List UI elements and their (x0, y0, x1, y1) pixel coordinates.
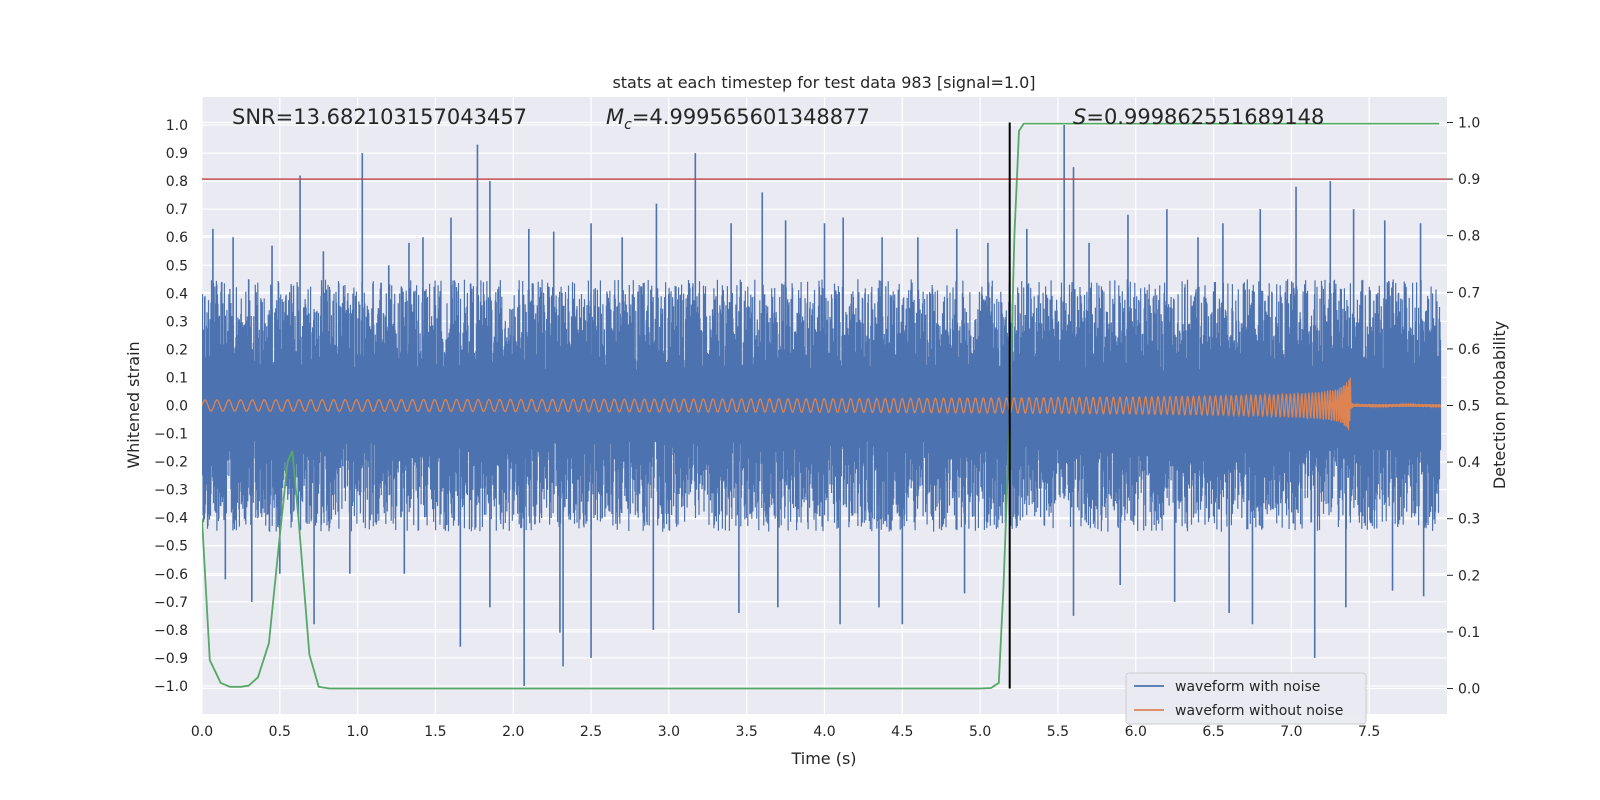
clean-waveform-line (202, 377, 1442, 431)
y-tick-label-left: 0.8 (166, 174, 188, 190)
y-tick-label-left: 0.2 (166, 342, 188, 358)
y-tick-label-left: 0.0 (166, 399, 188, 415)
x-tick-label: 7.5 (1358, 724, 1380, 740)
y-tick-label-left: 0.9 (166, 146, 188, 162)
detection-probability-line (202, 122, 1440, 690)
legend: waveform with noise waveform without noi… (1125, 672, 1367, 725)
chirp-mass-annotation: Mc=4.999565601348877 (606, 105, 870, 133)
x-tick-label: 3.5 (736, 724, 758, 740)
y-tick-label-left: 1.0 (166, 118, 188, 134)
y-tick-label-right: 1.0 (1458, 115, 1480, 131)
score-annotation: S=0.999862551689148 (1073, 105, 1324, 129)
y-tick-label-right: 0.4 (1458, 455, 1480, 471)
y-axis-left-ticks: 1.0 0.9 0.8 0.7 0.6 0.5 0.4 0.3 0.2 0.1 0.0 −0.1 −0.… (154, 118, 188, 695)
y-tick-label-left: 0.4 (166, 286, 188, 302)
x-axis-ticks: 0.0 0.5 1.0 1.5 2.0 2.5 3.0 3.5 4.0 4.5 5.0 5.5 6.0 6… (191, 724, 1380, 740)
y-tick-label-right: 0.3 (1458, 512, 1480, 528)
y-tick-label-right: 0.9 (1458, 172, 1480, 188)
x-tick-label: 4.5 (891, 724, 913, 740)
chirp-mass-symbol: M (606, 105, 624, 129)
y-axis-right-ticks: 1.0 0.9 0.8 0.7 0.6 0.5 0.4 0.3 0.2 0.1 0.0 (1447, 115, 1480, 698)
x-tick-label: 0.5 (269, 724, 291, 740)
score-value: =0.999862551689148 (1086, 105, 1324, 129)
legend-label-waveform-with-noise: waveform with noise (1175, 679, 1320, 695)
x-tick-label: 6.5 (1202, 724, 1224, 740)
plot-area (202, 122, 1447, 690)
y-tick-label-left: −0.1 (154, 427, 188, 443)
y-tick-label-left: 0.1 (166, 370, 188, 386)
y-tick-label-left: 0.5 (166, 258, 188, 274)
reference-lines (202, 122, 1447, 689)
series-detection-probability (202, 122, 1440, 690)
y-tick-label-right: 0.6 (1458, 342, 1480, 358)
x-tick-label: 7.0 (1280, 724, 1302, 740)
y-tick-label-left: 0.7 (166, 202, 188, 218)
y-tick-label-right: 0.1 (1458, 625, 1480, 641)
score-symbol: S (1073, 105, 1086, 129)
x-axis-label: Time (s) (790, 749, 856, 768)
y-axis-right-label: Detection probability (1490, 321, 1509, 489)
y-tick-label-left: −0.2 (154, 455, 188, 471)
chart-title: stats at each timestep for test data 983… (612, 73, 1035, 92)
chirp-mass-value: =4.999565601348877 (632, 105, 870, 129)
y-tick-label-left: −0.5 (154, 539, 188, 555)
x-tick-label: 2.0 (502, 724, 524, 740)
legend-label-waveform-without-noise: waveform without noise (1175, 703, 1343, 719)
x-tick-label: 5.0 (969, 724, 991, 740)
snr-annotation: SNR=13.682103157043457 (232, 105, 527, 129)
y-tick-label-left: −0.3 (154, 483, 188, 499)
y-tick-label-left: 0.6 (166, 230, 188, 246)
x-tick-label: 3.0 (658, 724, 680, 740)
y-tick-label-right: 0.2 (1458, 568, 1480, 584)
chirp-mass-subscript: c (624, 117, 632, 133)
y-tick-label-right: 0.5 (1458, 399, 1480, 415)
y-axis-left-label: Whitened strain (124, 341, 143, 468)
series-waveform-with-noise (202, 125, 1442, 686)
legend-box (1125, 672, 1367, 725)
y-tick-label-right: 0.0 (1458, 682, 1480, 698)
series-waveform-without-noise (202, 377, 1442, 431)
x-tick-label: 4.0 (813, 724, 835, 740)
y-tick-label-right: 0.7 (1458, 285, 1480, 301)
x-tick-label: 2.5 (580, 724, 602, 740)
y-tick-label-left: −1.0 (154, 679, 188, 695)
y-tick-label-left: 0.3 (166, 314, 188, 330)
x-tick-label: 1.5 (424, 724, 446, 740)
y-tick-label-left: −0.9 (154, 651, 188, 667)
x-tick-label: 6.0 (1125, 724, 1147, 740)
x-tick-label: 1.0 (346, 724, 368, 740)
y-tick-label-left: −0.6 (154, 567, 188, 583)
x-tick-label: 5.5 (1047, 724, 1069, 740)
y-tick-label-right: 0.8 (1458, 229, 1480, 245)
y-tick-label-left: −0.8 (154, 623, 188, 639)
y-tick-label-left: −0.4 (154, 511, 188, 527)
y-tick-label-left: −0.7 (154, 595, 188, 611)
x-tick-label: 0.0 (191, 724, 213, 740)
